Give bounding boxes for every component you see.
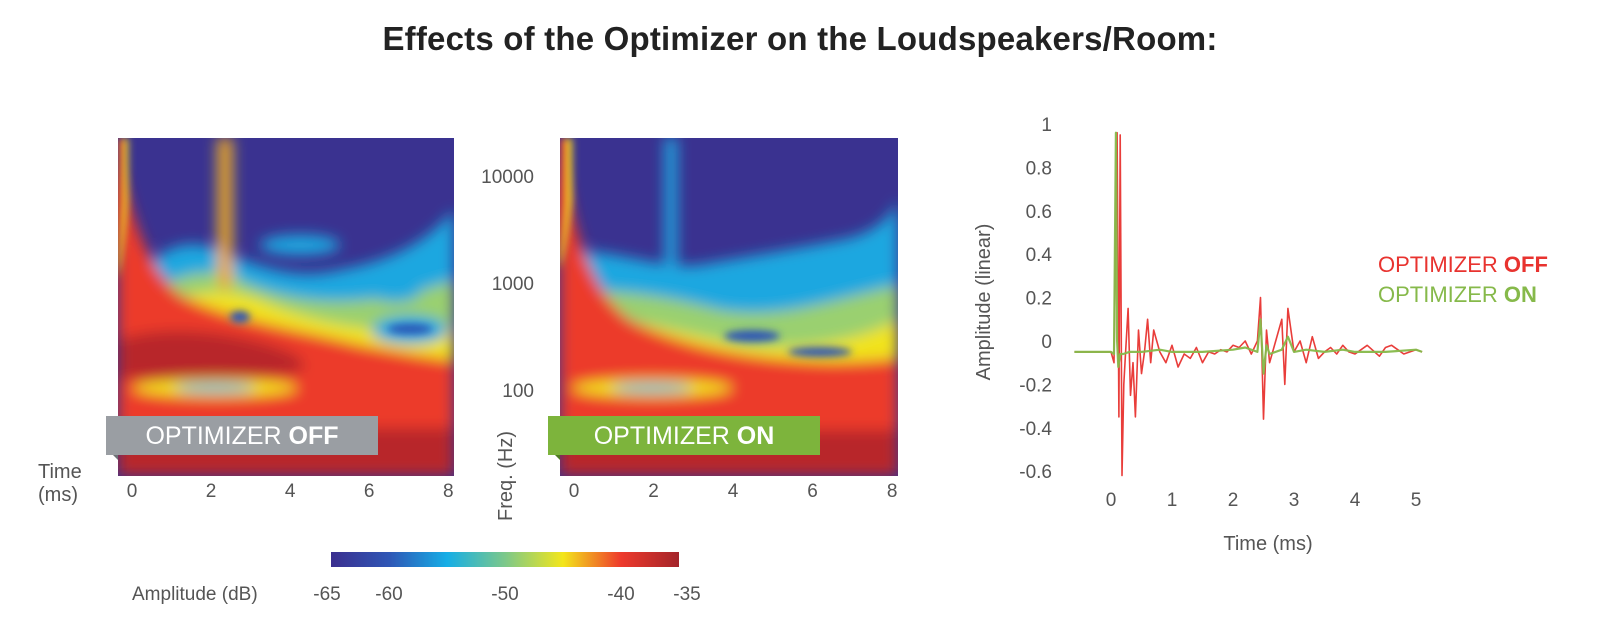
line-y-tick-label: -0.2 <box>1019 375 1052 396</box>
colorbar: -65 -60 -50 -40 -35 Amplitude (dB) <box>132 552 701 605</box>
heatmap-on-x-tick: 2 <box>648 481 659 502</box>
line-x-axis-label: Time (ms) <box>1223 533 1312 555</box>
frequency-tick-label: 100 <box>502 381 534 402</box>
heatmap-off-x-tick: 0 <box>127 481 138 502</box>
page-title: Effects of the Optimizer on the Loudspea… <box>382 20 1218 57</box>
series-line-optimizer-on <box>1074 131 1423 375</box>
frequency-tick-label: 1000 <box>492 274 534 295</box>
line-y-axis-label: Amplitude (linear) <box>973 224 995 381</box>
line-y-tick-label: 0.2 <box>1026 289 1052 310</box>
series-line-optimizer-off <box>1074 131 1423 477</box>
heatmap-on-x-tick: 8 <box>887 481 898 502</box>
line-chart: 1 0.8 0.6 0.4 0.2 0 -0.2 -0.4 -0.6 0 1 2 3 4 5 Time (ms… <box>973 115 1548 555</box>
line-y-tick-label: 1 <box>1041 115 1052 136</box>
heatmap-off-x-tick: 8 <box>443 481 454 502</box>
colorbar-bar <box>331 552 679 567</box>
line-y-tick-label: -0.4 <box>1019 419 1052 440</box>
heatmap-off-x-tick: 2 <box>206 481 217 502</box>
legend-entry-optimizer-off: OPTIMIZER OFF <box>1378 252 1548 277</box>
line-x-tick-label: 0 <box>1106 490 1117 511</box>
banner-on-background <box>548 416 820 455</box>
banner-off-label: OPTIMIZER OFF <box>145 422 338 450</box>
colorbar-label: Amplitude (dB) <box>132 584 258 605</box>
line-x-tick-label: 4 <box>1350 490 1361 511</box>
line-y-tick-label: -0.6 <box>1019 462 1052 483</box>
colorbar-tick-label: -50 <box>491 584 518 605</box>
heatmap-on-x-tick: 4 <box>728 481 739 502</box>
line-x-tick-label: 3 <box>1289 490 1300 511</box>
legend-entry-optimizer-on: OPTIMIZER ON <box>1378 282 1537 307</box>
banner-optimizer-off: OPTIMIZER OFF <box>106 416 378 460</box>
banner-off-background <box>106 416 378 455</box>
line-x-tick-label: 1 <box>1167 490 1178 511</box>
colorbar-tick-label: -65 <box>313 584 340 605</box>
colorbar-tick-label: -35 <box>673 584 700 605</box>
line-y-tick-label: 0.4 <box>1026 245 1053 266</box>
heatmap-on-x-tick: 6 <box>807 481 818 502</box>
frequency-axis-label: Freq. (Hz) <box>495 431 517 521</box>
line-x-tick-label: 2 <box>1228 490 1239 511</box>
line-x-tick-label: 5 <box>1411 490 1422 511</box>
line-y-tick-label: 0 <box>1041 332 1052 353</box>
heatmap-time-axis-label: (ms) <box>38 484 78 506</box>
line-y-tick-label: 0.6 <box>1026 202 1052 223</box>
colorbar-tick-label: -40 <box>607 584 634 605</box>
line-y-tick-label: 0.8 <box>1026 158 1052 179</box>
heatmap-off-x-tick: 4 <box>285 481 296 502</box>
colorbar-tick-label: -60 <box>375 584 402 605</box>
heatmap-on-x-tick: 0 <box>569 481 580 502</box>
heatmap-time-axis-label: Time <box>38 461 82 483</box>
banner-on-label: OPTIMIZER ON <box>594 422 775 450</box>
heatmap-off-x-tick: 6 <box>364 481 375 502</box>
heatmap-axes: 0 2 4 6 8 0 2 4 6 8 Time(ms) 10000 1000 100 Freq. (Hz) <box>38 167 897 521</box>
frequency-tick-label: 10000 <box>481 167 534 188</box>
banner-optimizer-on: OPTIMIZER ON <box>548 416 820 460</box>
